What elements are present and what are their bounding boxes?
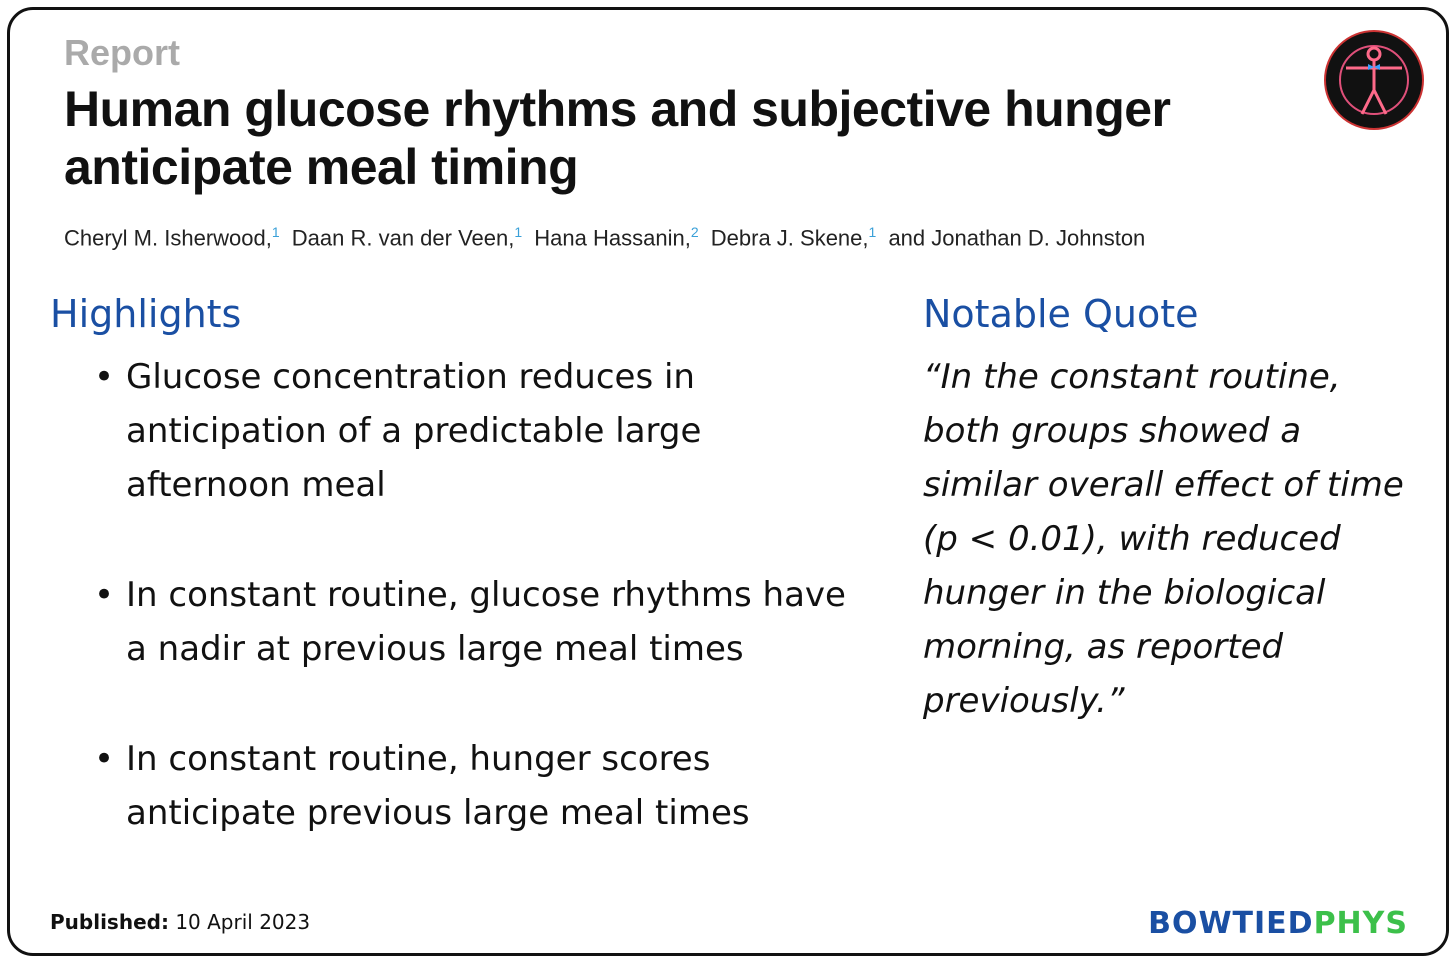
quote-line: similar overall effect of time [923, 465, 1404, 505]
highlight-line: afternoon meal [126, 465, 386, 505]
brand: BOWTIEDPHYS [1148, 906, 1408, 941]
author-name: and Jonathan D. Johnston [888, 225, 1146, 251]
highlight-line: anticipate previous large meal times [126, 793, 750, 833]
published-label: Published: [50, 910, 169, 934]
brand-right: PHYS [1313, 906, 1408, 941]
quote-line: (p < 0.01), with reduced [923, 519, 1341, 559]
quote: “In the constant routine, both groups sho… [923, 350, 1404, 728]
author-name: Hana Hassanin, [534, 225, 691, 251]
affiliation: 1 [868, 224, 877, 240]
highlight-item: Glucose concentration reduces in anticipa… [94, 350, 702, 512]
author-name: Debra J. Skene, [710, 225, 869, 251]
quote-line: “In the constant routine, [923, 357, 1341, 397]
highlight-line: In constant routine, hunger scores [126, 739, 711, 779]
published-date: 10 April 2023 [175, 910, 311, 934]
author-name: Cheryl M. Isherwood, [64, 225, 272, 251]
highlight-item: In constant routine, hunger scores antici… [94, 732, 750, 840]
highlight-line: a nadir at previous large meal times [126, 629, 744, 669]
quote-line: both groups showed a [923, 411, 1302, 451]
affiliation: 1 [514, 224, 523, 240]
authors: Cheryl M. Isherwood,1 Daan R. van der Ve… [64, 224, 1145, 251]
title: Human glucose rhythms and subjective hun… [64, 81, 1171, 137]
section-heading: Notable Quote [923, 292, 1199, 336]
quote-line: morning, as reported [923, 627, 1284, 667]
section-heading: Highlights [50, 292, 242, 336]
logo [1324, 30, 1424, 130]
kicker: Report [64, 32, 180, 73]
card: Report Human glucose rhythms and subject… [7, 7, 1449, 956]
brand-left: BOWTIED [1148, 906, 1314, 941]
highlight-line: anticipation of a predictable large [126, 411, 702, 451]
affiliation: 2 [690, 224, 699, 240]
published: Published: 10 April 2023 [50, 910, 310, 934]
quote-line: previously.” [923, 681, 1125, 721]
highlight-item: In constant routine, glucose rhythms hav… [94, 568, 846, 676]
affiliation: 1 [271, 224, 280, 240]
highlight-line: In constant routine, glucose rhythms hav… [126, 575, 846, 615]
author-name: Daan R. van der Veen, [291, 225, 515, 251]
quote-line: hunger in the biological [923, 573, 1326, 613]
highlight-line: Glucose concentration reduces in [126, 357, 695, 397]
title: anticipate meal timing [64, 139, 579, 195]
